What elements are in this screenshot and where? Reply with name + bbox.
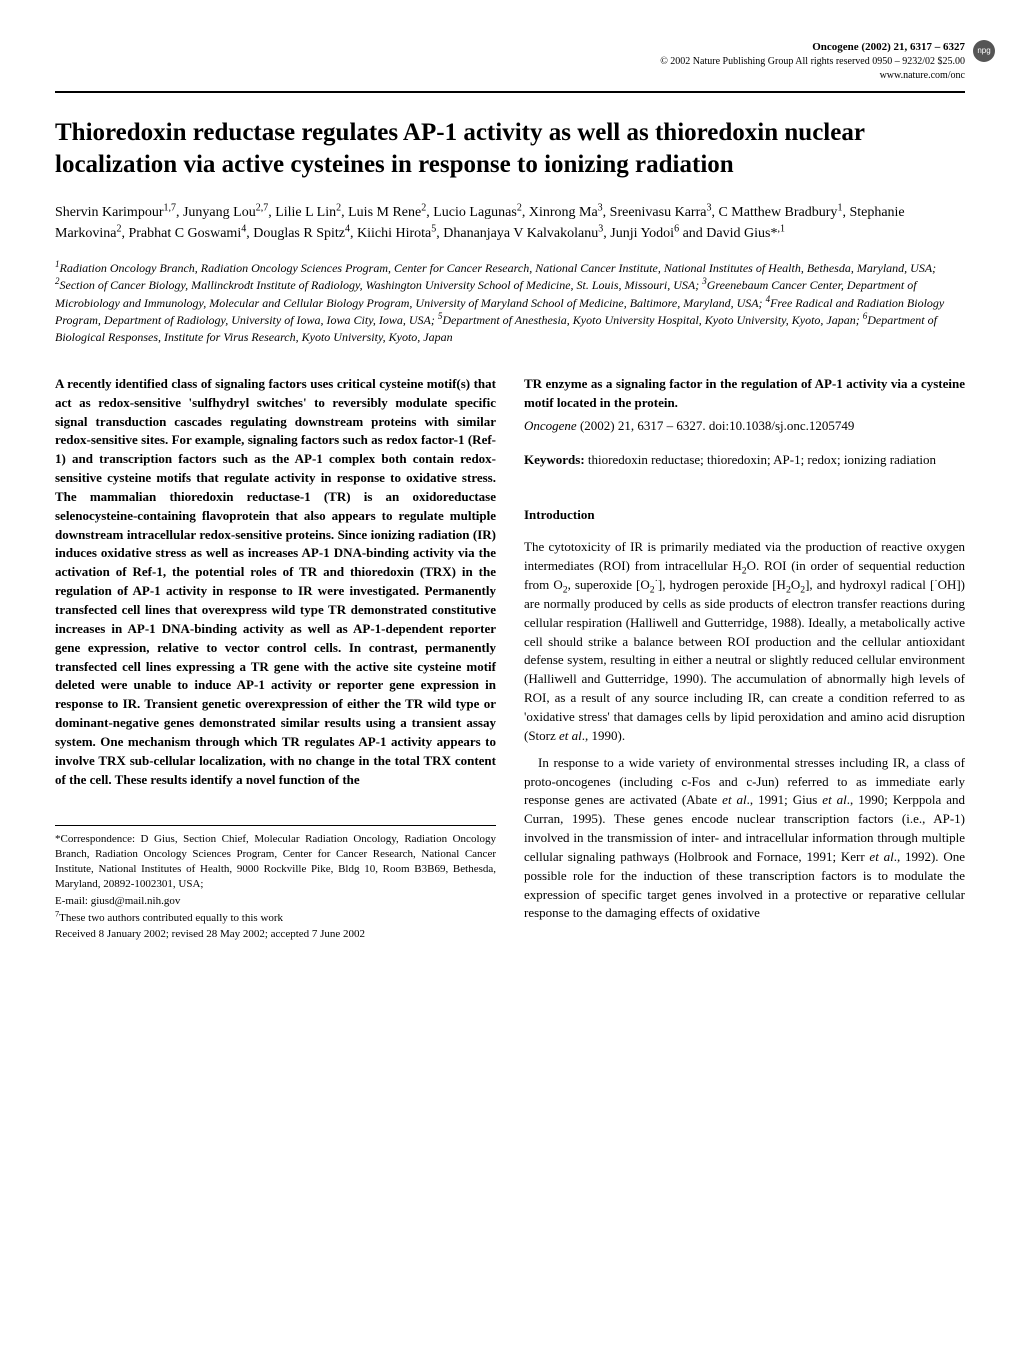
affiliations: 1Radiation Oncology Branch, Radiation On… xyxy=(55,260,965,347)
footnote-divider xyxy=(55,825,496,826)
right-column: TR enzyme as a signaling factor in the r… xyxy=(524,375,965,944)
citation-line: Oncogene (2002) 21, 6317 – 6327. doi:10.… xyxy=(524,417,965,436)
left-column: A recently identified class of signaling… xyxy=(55,375,496,944)
received-footnote: Received 8 January 2002; revised 28 May … xyxy=(55,927,496,942)
keywords-text: thioredoxin reductase; thioredoxin; AP-1… xyxy=(585,452,936,467)
citation-year-vol-pages: (2002) 21, 6317 – 6327. xyxy=(580,418,706,433)
journal-url: www.nature.com/onc xyxy=(55,69,965,83)
abstract-continued: TR enzyme as a signaling factor in the r… xyxy=(524,375,965,413)
citation-doi: doi:10.1038/sj.onc.1205749 xyxy=(709,418,855,433)
publisher-logo: npg xyxy=(973,40,995,62)
journal-name: Oncogene (2002) xyxy=(812,41,891,53)
journal-citation-line: Oncogene (2002) 21, 6317 – 6327 xyxy=(55,40,965,55)
two-column-layout: A recently identified class of signaling… xyxy=(55,375,965,944)
journal-header: npg Oncogene (2002) 21, 6317 – 6327 © 20… xyxy=(55,40,965,83)
keywords-line: Keywords: thioredoxin reductase; thiored… xyxy=(524,451,965,470)
footnotes-block: *Correspondence: D Gius, Section Chief, … xyxy=(55,832,496,942)
email-footnote: E-mail: giusd@mail.nih.gov xyxy=(55,894,496,909)
intro-paragraph-2: In response to a wide variety of environ… xyxy=(524,754,965,924)
correspondence-footnote: *Correspondence: D Gius, Section Chief, … xyxy=(55,832,496,891)
intro-paragraph-1: The cytotoxicity of IR is primarily medi… xyxy=(524,538,965,745)
journal-vol-pages: 21, 6317 – 6327 xyxy=(894,41,966,53)
copyright-line: © 2002 Nature Publishing Group All right… xyxy=(55,55,965,69)
section-heading-introduction: Introduction xyxy=(524,506,965,524)
publisher-logo-text: npg xyxy=(977,45,990,56)
equal-contribution-footnote: 7These two authors contributed equally t… xyxy=(55,911,496,926)
abstract-text: A recently identified class of signaling… xyxy=(55,375,496,790)
authors-list: Shervin Karimpour1,7, Junyang Lou2,7, Li… xyxy=(55,202,965,244)
citation-journal: Oncogene xyxy=(524,418,577,433)
keywords-label: Keywords: xyxy=(524,452,585,467)
article-title: Thioredoxin reductase regulates AP-1 act… xyxy=(55,117,965,180)
header-divider xyxy=(55,91,965,93)
